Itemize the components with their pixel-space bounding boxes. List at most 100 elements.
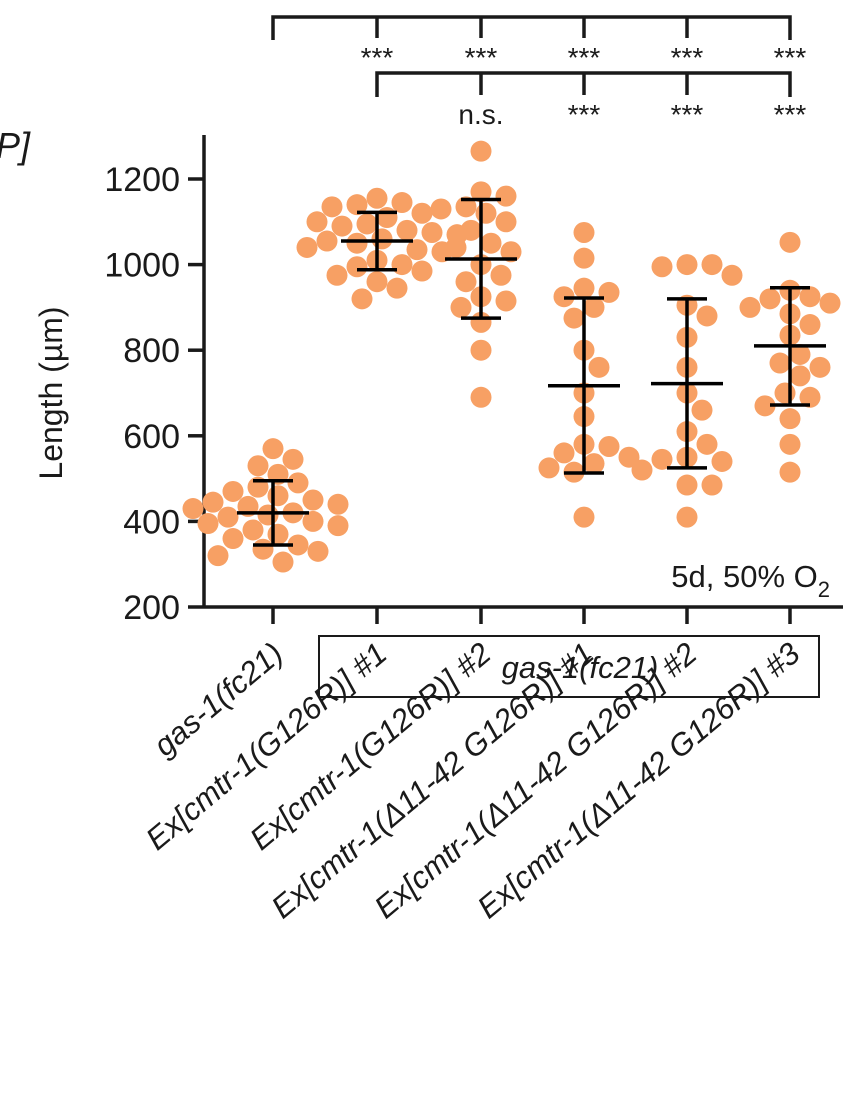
data-point [475, 202, 497, 224]
corner-panel-label: P] [0, 125, 31, 166]
data-point [470, 386, 492, 408]
data-point [495, 185, 517, 207]
data-point [799, 386, 821, 408]
data-point [779, 408, 801, 430]
data-point [701, 254, 723, 276]
significance-label: *** [568, 99, 601, 130]
significance-label: *** [465, 42, 498, 73]
data-point [769, 352, 791, 374]
data-point [701, 474, 723, 496]
data-point [252, 538, 274, 560]
data-point [500, 241, 522, 263]
data-point [182, 498, 204, 520]
data-point [583, 453, 605, 475]
data-point [351, 288, 373, 310]
data-point [306, 211, 328, 233]
data-point [721, 264, 743, 286]
data-point [411, 260, 433, 282]
significance-label: *** [568, 42, 601, 73]
data-point [573, 277, 595, 299]
data-point [495, 290, 517, 312]
data-point [799, 286, 821, 308]
data-point [676, 254, 698, 276]
data-point [563, 307, 585, 329]
y-axis-label: Length (µm) [33, 306, 69, 479]
data-point [207, 545, 229, 567]
data-point [455, 271, 477, 293]
data-point [247, 455, 269, 477]
data-point [371, 228, 393, 250]
data-point [631, 459, 653, 481]
data-point [779, 461, 801, 483]
y-tick-label: 800 [123, 332, 180, 370]
data-point [450, 296, 472, 318]
significance-label: n.s. [458, 99, 503, 130]
data-point [490, 264, 512, 286]
data-point [386, 277, 408, 299]
data-point [470, 339, 492, 361]
significance-layer: *** *** *** *** *** n.s. *** *** *** [271, 15, 807, 130]
data-point [618, 446, 640, 468]
data-point [430, 198, 452, 220]
data-point [779, 433, 801, 455]
data-point [222, 528, 244, 550]
data-point [651, 448, 673, 470]
significance-label: *** [774, 42, 807, 73]
data-point [598, 436, 620, 457]
condition-annotation-main: 5d, 50% O [671, 559, 817, 594]
data-point [411, 202, 433, 224]
data-point [391, 192, 413, 214]
significance-label: *** [671, 42, 704, 73]
data-point [316, 230, 338, 252]
data-point [302, 510, 324, 532]
data-point [197, 513, 219, 535]
data-point [321, 196, 343, 218]
data-point [759, 288, 781, 310]
data-point [696, 305, 718, 327]
data-point [262, 438, 284, 460]
data-point [391, 254, 413, 276]
data-point [287, 472, 309, 494]
data-point [754, 395, 776, 417]
data-point [696, 433, 718, 455]
data-point [331, 215, 353, 237]
data-point [573, 222, 595, 243]
data-point [460, 219, 482, 241]
data-point [480, 232, 502, 254]
data-point [799, 314, 821, 336]
data-point [296, 236, 318, 258]
data-point [676, 474, 698, 496]
data-point [272, 551, 294, 573]
data-point [327, 515, 349, 537]
data-point [470, 140, 492, 162]
data-point [287, 534, 309, 556]
data-point [282, 448, 304, 470]
significance-label: *** [671, 99, 704, 130]
data-point [455, 196, 477, 218]
data-points [182, 140, 841, 573]
condition-annotation-subscript: 2 [818, 577, 830, 602]
data-point [257, 504, 279, 526]
data-point [242, 519, 264, 541]
data-point [222, 480, 244, 502]
group-box [318, 635, 820, 698]
data-point [779, 231, 801, 253]
data-point [307, 540, 329, 562]
x-category-labels: gas-1(fc21)Ex[cmtr-1(G126R)] #1Ex[cmtr-1… [139, 636, 806, 926]
data-point [774, 382, 796, 404]
data-point [217, 506, 239, 528]
data-point [676, 506, 698, 528]
data-point [809, 356, 831, 378]
data-point [651, 256, 673, 278]
data-point [406, 239, 428, 261]
data-point [356, 213, 378, 235]
data-point [598, 281, 620, 303]
data-point [366, 187, 388, 209]
data-point [553, 442, 575, 464]
data-point [691, 399, 713, 421]
y-tick-label: 600 [123, 418, 180, 456]
data-point [573, 506, 595, 528]
data-point [267, 523, 289, 545]
y-tick-label: 200 [123, 589, 180, 627]
